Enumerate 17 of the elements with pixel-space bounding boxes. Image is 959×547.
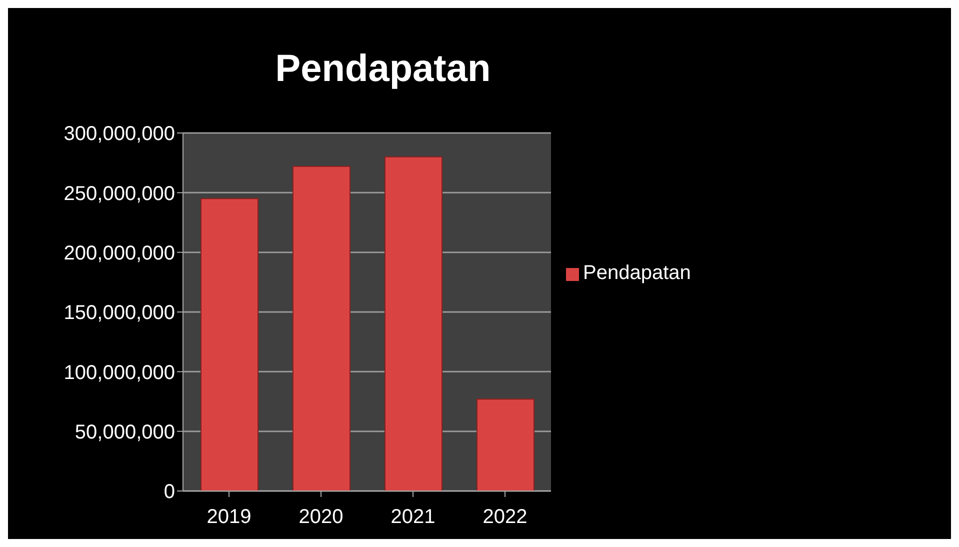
y-tick-label: 150,000,000 [64,302,175,324]
chart-title: Pendapatan [274,48,492,91]
y-tick-label: 300,000,000 [64,123,175,146]
y-tick-label: 250,000,000 [64,182,175,205]
legend-label: Pendapatan [583,262,691,284]
bar [476,398,534,491]
bar [292,166,350,491]
y-tick-label: 200,000,000 [64,242,175,264]
y-tick-label: 100,000,000 [64,362,175,384]
bar [384,156,442,491]
x-tick-label: 2019 [206,506,252,528]
y-tick-label: 0 [164,481,175,504]
x-tick-label: 2022 [482,506,528,528]
x-tick-label: 2020 [298,506,344,528]
bar [200,198,258,491]
y-tick-label: 50,000,000 [74,421,175,444]
x-tick-label: 2021 [390,506,436,528]
